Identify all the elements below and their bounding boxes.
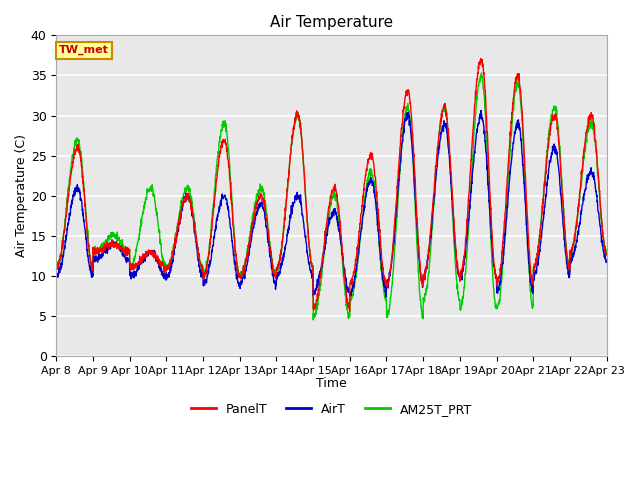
AM25T_PRT (309, 317, 317, 323)
Line: AirT: AirT (56, 110, 607, 297)
PanelT (554, 132, 562, 138)
AM25T_PRT (554, 124, 562, 130)
PanelT (477, 56, 484, 61)
PanelT (570, 238, 577, 244)
Legend: PanelT, AirT, AM25T_PRT: PanelT, AirT, AM25T_PRT (186, 398, 477, 420)
AirT (477, 108, 484, 113)
AirT (492, 275, 500, 281)
AM25T_PRT (206, 239, 214, 244)
X-axis label: Time: Time (316, 377, 347, 390)
PanelT (360, 192, 367, 198)
AM25T_PRT (52, 264, 60, 269)
PanelT (603, 252, 611, 258)
AM25T_PRT (360, 208, 367, 214)
AM25T_PRT (603, 247, 611, 252)
AM25T_PRT (570, 242, 577, 248)
AM25T_PRT (477, 70, 485, 76)
AirT (348, 292, 355, 298)
AirT (52, 275, 60, 281)
Title: Air Temperature: Air Temperature (270, 15, 393, 30)
AirT (570, 253, 577, 259)
AirT (206, 263, 214, 268)
AM25T_PRT (348, 297, 355, 302)
Y-axis label: Air Temperature (C): Air Temperature (C) (15, 134, 28, 257)
PanelT (346, 308, 353, 314)
AirT (359, 212, 367, 218)
PanelT (348, 276, 355, 282)
AirT (554, 164, 562, 169)
Line: AM25T_PRT: AM25T_PRT (56, 73, 607, 320)
AirT (382, 294, 390, 300)
Text: TW_met: TW_met (59, 45, 109, 55)
PanelT (492, 273, 500, 279)
PanelT (52, 262, 60, 267)
Line: PanelT: PanelT (56, 59, 607, 311)
AM25T_PRT (492, 301, 500, 307)
AirT (603, 257, 611, 263)
PanelT (206, 245, 214, 251)
